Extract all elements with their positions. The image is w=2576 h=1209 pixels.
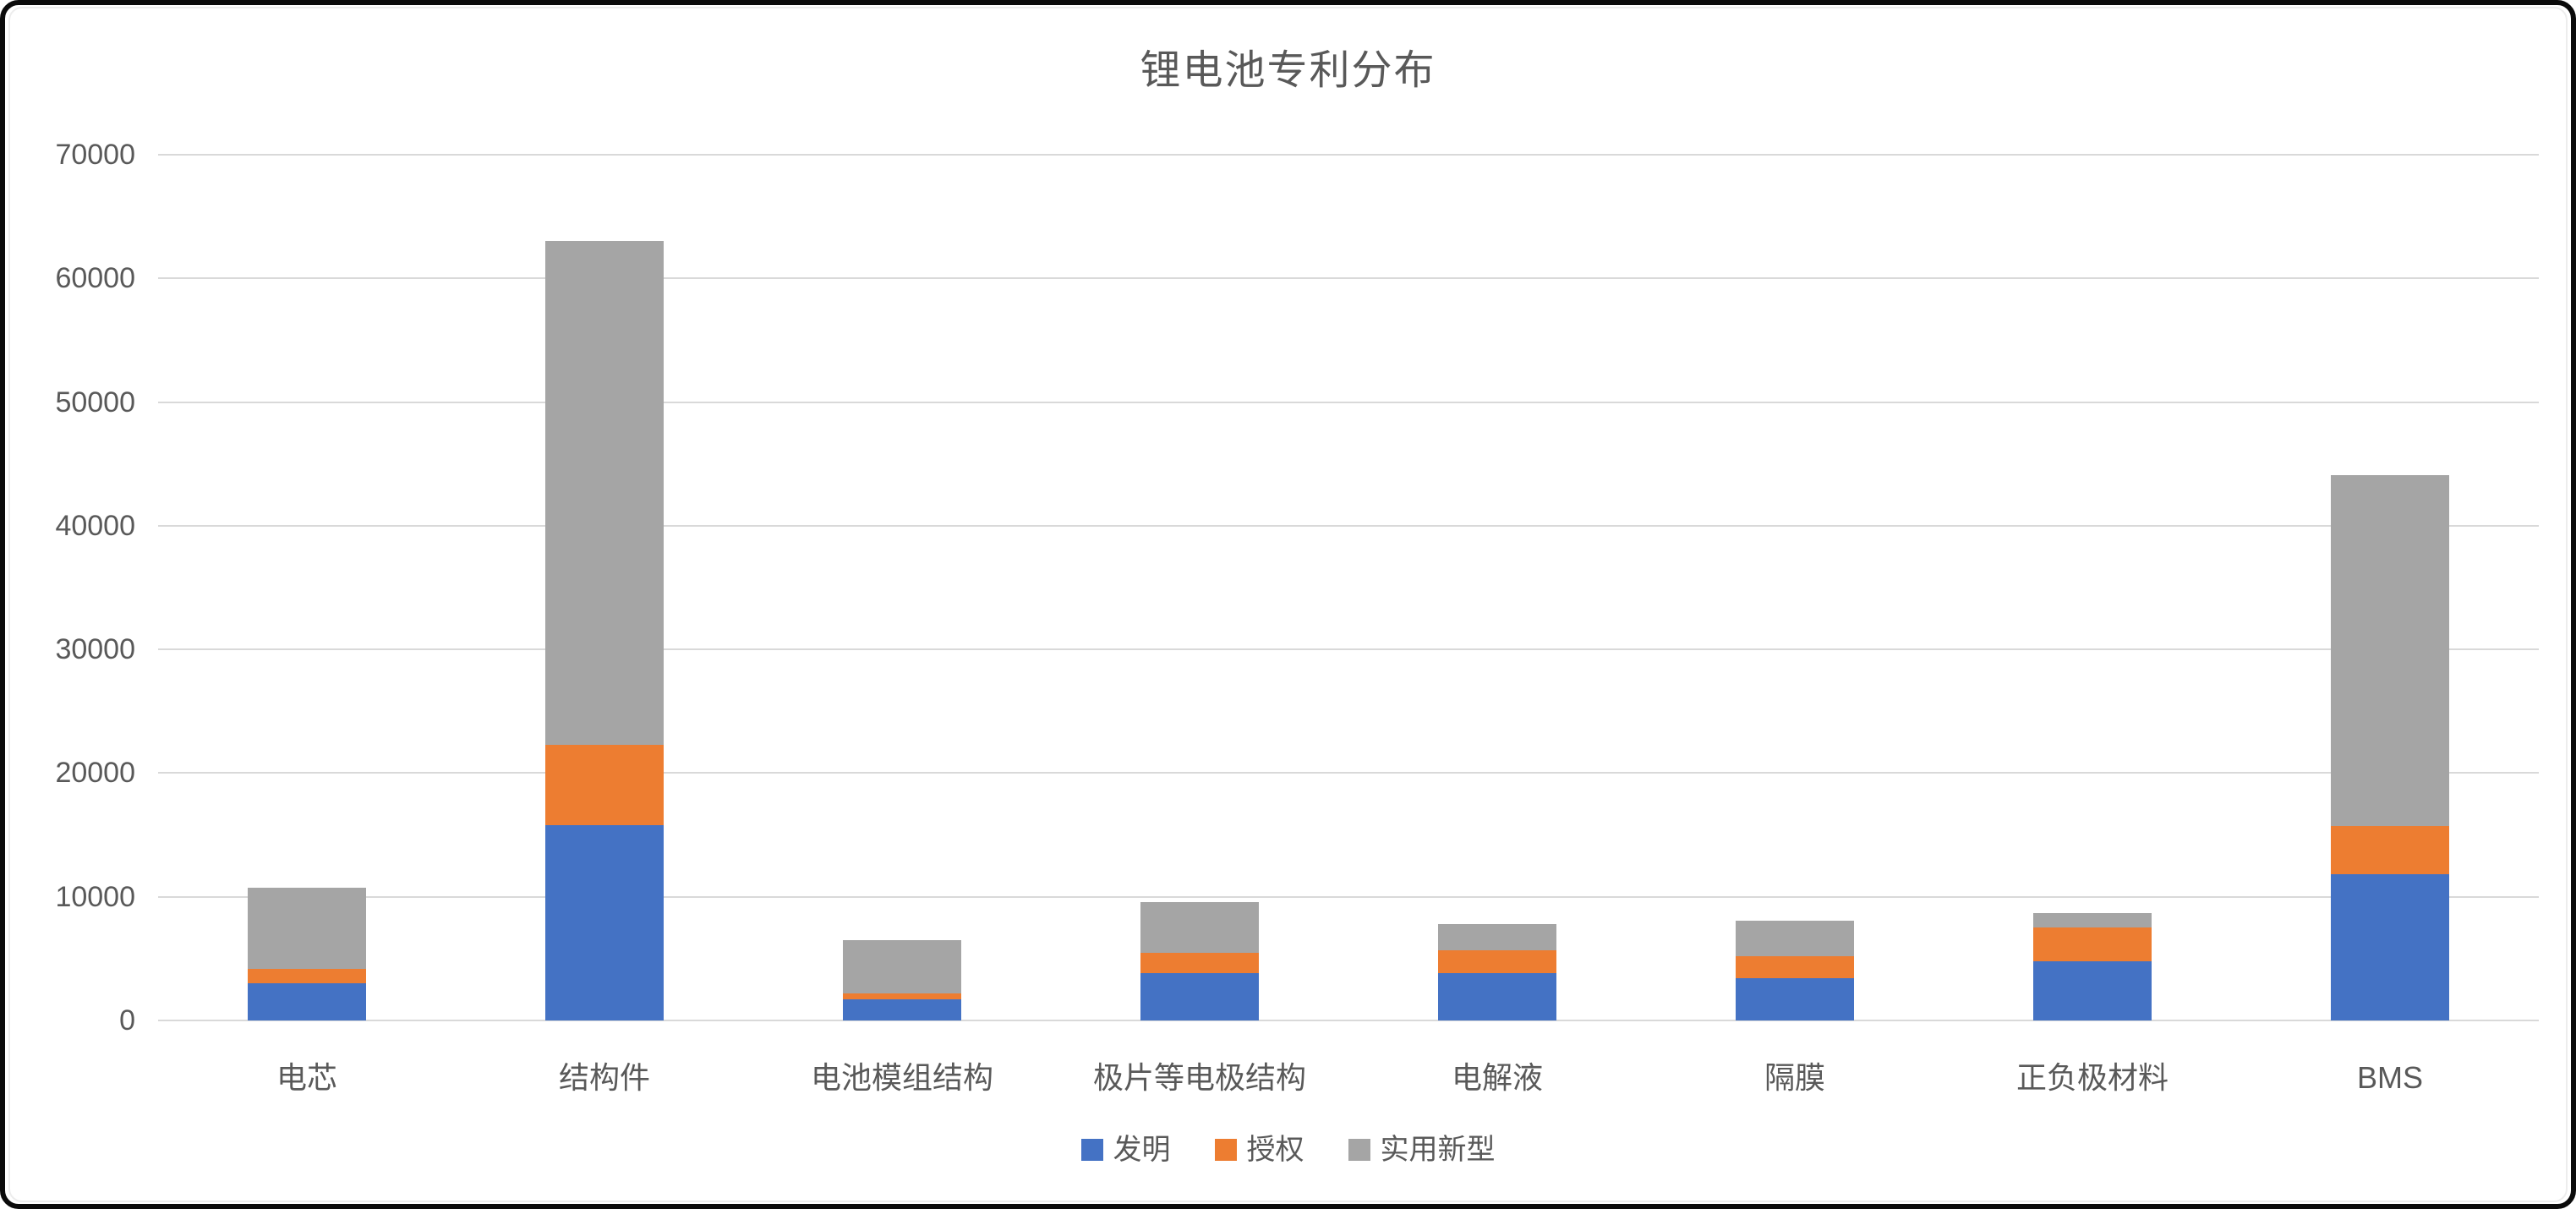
y-tick-label: 20000	[55, 757, 135, 790]
x-axis: 电芯 结构件 电池模组结构 极片等电极结构 电解液 隔膜 正负极材料 BMS	[158, 1054, 2539, 1102]
bar-segment	[544, 744, 665, 825]
gridline	[158, 277, 2539, 280]
bar-segment	[1437, 949, 1557, 974]
y-tick-label: 60000	[55, 262, 135, 295]
bar-segment	[544, 241, 665, 745]
legend: 发明 授权 实用新型	[10, 1126, 2566, 1173]
bar-segment	[1735, 955, 1855, 979]
y-tick-label: 40000	[55, 509, 135, 542]
bar-segment	[2032, 927, 2152, 961]
legend-label: 授权	[1246, 1134, 1304, 1166]
y-axis: 0 10000 20000 30000 40000 50000 60000 70000	[10, 139, 135, 1037]
bar-segment	[1437, 973, 1557, 1020]
y-tick-label: 0	[119, 1004, 135, 1037]
legend-swatch	[1080, 1139, 1103, 1161]
x-category-label: 电池模组结构	[810, 1060, 993, 1095]
chart-title: 锂电池专利分布	[1140, 48, 1436, 93]
bar-segment	[1735, 978, 1855, 1020]
x-category-label: 极片等电极结构	[1092, 1060, 1306, 1095]
gridline	[158, 895, 2539, 898]
chart-canvas: 锂电池专利分布 0 10000 20000 30000 40000 50000 60000 7…	[8, 7, 2568, 1202]
gridline	[158, 1020, 2539, 1021]
bar-segment	[1140, 952, 1260, 974]
bar-segment	[247, 983, 367, 1020]
bar-segment	[2330, 826, 2450, 875]
gridline	[158, 524, 2539, 527]
bar-segment	[1735, 920, 1855, 956]
bar-segment	[544, 824, 665, 1020]
y-tick-label: 10000	[55, 880, 135, 913]
bar-segment	[1140, 901, 1260, 953]
x-category-label: 正负极材料	[2015, 1060, 2169, 1095]
x-category-label: 结构件	[558, 1060, 650, 1095]
gridline	[158, 648, 2539, 651]
gridline	[158, 401, 2539, 403]
bar-segment	[842, 993, 962, 1000]
bar-segment	[842, 939, 962, 993]
gridline	[158, 154, 2539, 156]
bar-segment	[1437, 923, 1557, 950]
x-category-label: 电芯	[276, 1060, 337, 1095]
y-tick-label: 30000	[55, 633, 135, 666]
legend-label: 实用新型	[1380, 1134, 1496, 1166]
legend-item: 实用新型	[1348, 1133, 1496, 1167]
x-category-label: 电解液	[1451, 1060, 1543, 1095]
x-category-label: 隔膜	[1764, 1060, 1825, 1095]
bar-segment	[2330, 474, 2450, 827]
bar-segment	[2032, 912, 2152, 928]
gridline	[158, 772, 2539, 774]
y-tick-label: 50000	[55, 386, 135, 418]
x-category-label: BMS	[2356, 1060, 2423, 1095]
bar-segment	[1140, 973, 1260, 1020]
bar-segment	[842, 999, 962, 1020]
legend-label: 发明	[1113, 1134, 1171, 1166]
legend-swatch	[1214, 1139, 1237, 1161]
legend-item: 发明	[1080, 1133, 1171, 1167]
plot-area	[158, 154, 2539, 1021]
bar-segment	[2032, 960, 2152, 1020]
y-tick-label: 70000	[55, 139, 135, 171]
bar-segment	[247, 968, 367, 984]
bar-segment	[2330, 874, 2450, 1020]
bar-segment	[247, 888, 367, 969]
legend-swatch	[1348, 1139, 1370, 1161]
legend-item: 授权	[1214, 1133, 1304, 1167]
